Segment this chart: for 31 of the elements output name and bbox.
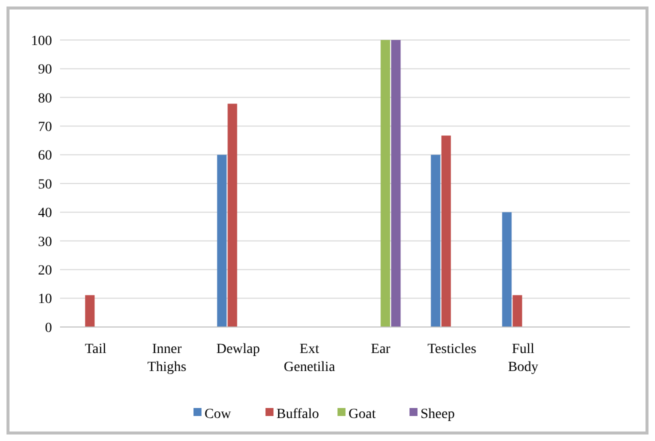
bar: [228, 104, 238, 327]
bar: [441, 136, 451, 327]
y-tick-label: 90: [38, 62, 52, 78]
y-tick-label: 100: [31, 34, 52, 49]
bar: [502, 212, 512, 327]
bar: [391, 40, 401, 327]
x-tick-label: Testicles: [427, 342, 476, 357]
x-tick-label: Full Body: [508, 342, 538, 375]
y-tick-label: 80: [38, 91, 52, 106]
bar: [217, 154, 227, 327]
legend-label: Sheep: [420, 406, 455, 422]
bar: [380, 40, 390, 327]
bar: [85, 295, 95, 327]
legend-label: Buffalo: [276, 406, 320, 422]
y-tick-label: 40: [38, 206, 52, 222]
bar: [512, 295, 522, 327]
x-tick-label: Tail: [84, 342, 107, 357]
y-tick-label: 30: [38, 234, 52, 250]
legend-label: Cow: [204, 406, 232, 422]
y-tick-label: 70: [38, 120, 52, 135]
y-tick-label: 0: [45, 320, 52, 336]
y-tick-label: 20: [38, 264, 52, 278]
legend-label: Goat: [348, 406, 376, 422]
y-tick-label: 60: [38, 148, 52, 164]
x-tick-label: Ear: [370, 342, 391, 357]
x-tick-label: Dewlap: [216, 342, 260, 357]
x-tick-label: Ext Genetilia: [284, 342, 336, 375]
x-tick-label: Inner Thighs: [147, 342, 186, 375]
y-tick-label: 10: [38, 292, 52, 308]
bar: [430, 154, 440, 327]
y-tick-label: 50: [38, 177, 52, 192]
